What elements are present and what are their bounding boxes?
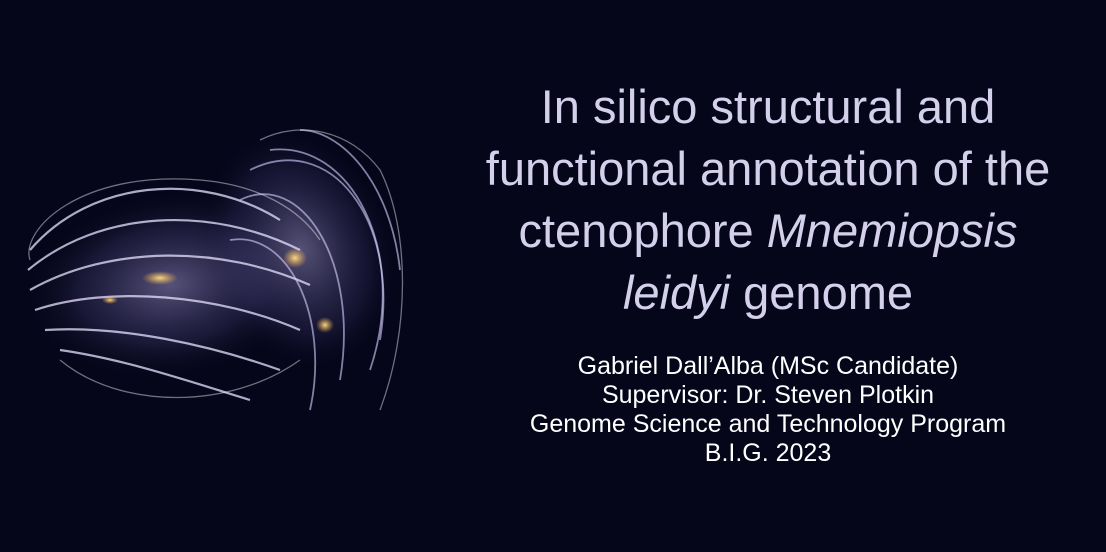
author-line: Gabriel Dall’Alba (MSc Candidate)	[577, 352, 959, 380]
title-line-3-text: ctenophore	[518, 204, 767, 257]
title-genus: Mnemiopsis	[766, 204, 1018, 257]
title-line-2: functional annotation of the	[485, 142, 1051, 195]
slide-credits: Gabriel Dall’Alba (MSc Candidate) Superv…	[430, 352, 1106, 468]
program-line: Genome Science and Technology Program	[529, 410, 1007, 438]
ctenophore-photo	[20, 128, 404, 411]
title-line-4: leidyi genome	[430, 262, 1106, 324]
slide-title: In silico structural and functional anno…	[430, 76, 1106, 324]
title-line-4-text: genome	[730, 266, 913, 319]
event-line: B.I.G. 2023	[704, 439, 832, 467]
supervisor-line: Supervisor: Dr. Steven Plotkin	[601, 381, 935, 409]
title-species: leidyi	[622, 266, 731, 319]
title-line-3: ctenophore Mnemiopsis	[430, 200, 1106, 262]
title-line-1: In silico structural and	[540, 80, 996, 133]
